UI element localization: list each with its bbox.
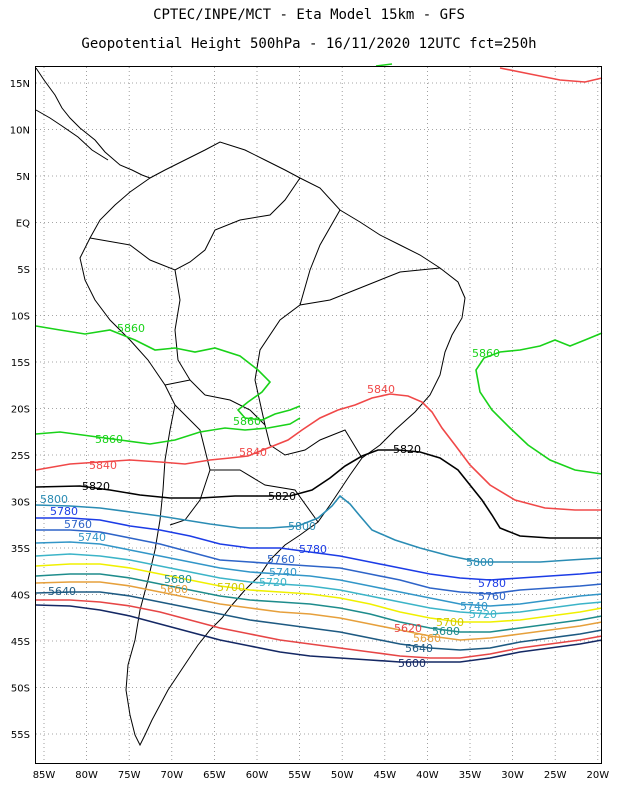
contour-label-5800: 5800 [466,556,494,569]
longitude-label: 85W [33,770,56,781]
map-title: CPTEC/INPE/MCT - Eta Model 15km - GFS [153,7,465,23]
longitude-label: 35W [459,770,482,781]
central-america-coast [35,67,151,179]
contour-layer [35,63,603,663]
contour-label-5700: 5700 [436,616,464,629]
longitude-label: 55W [288,770,311,781]
contour-label-5840: 5840 [367,383,395,396]
contour-label-5860: 5860 [117,322,145,335]
latitude-label: 35S [11,544,30,555]
longitude-label: 25W [544,770,567,781]
latitude-label: 5S [17,265,30,276]
contour-5860-line [475,332,603,475]
latitude-label: EQ [16,219,30,230]
longitude-label: 40W [416,770,439,781]
contour-5840-line [499,67,603,83]
contour-label-5680: 5680 [432,625,460,638]
contour-5680-line [35,573,603,633]
country-borders [89,177,441,526]
contour-5720-line [35,553,603,615]
contour-5860-line [35,417,301,445]
contour-5840-line [35,393,602,511]
contour-label-5860: 5860 [472,347,500,360]
contour-5860-line [35,325,301,421]
contour-label-5700: 5700 [217,581,245,594]
latitude-label: 40S [11,591,30,602]
longitude-label: 70W [160,770,183,781]
contour-label-5800: 5800 [40,493,68,506]
contour-label-5720: 5720 [469,608,497,621]
contour-label-5760: 5760 [478,590,506,603]
latitude-label: 50S [11,684,30,695]
south-america-coast [79,141,466,747]
contour-5860-line [375,63,393,67]
contour-label-layer: 5860 5860 5860 5860 5840 5840 5840 5820 … [40,322,506,670]
latitude-label: 15S [11,358,30,369]
contour-5660-line [35,581,603,641]
contour-5760-line [36,529,603,595]
contour-label-5620: 5620 [394,622,422,635]
contour-label-5660: 5660 [413,632,441,645]
graticule-grid [36,67,601,763]
longitude-label: 50W [331,770,354,781]
contour-label-5780: 5780 [478,577,506,590]
latitude-label: 10N [10,126,30,137]
contour-5600-line [35,604,603,663]
contour-5800-line [35,494,603,563]
longitude-label: 45W [373,770,396,781]
contour-label-5720: 5720 [259,576,287,589]
contour-5700-line [35,563,603,623]
contour-label-5640: 5640 [48,585,76,598]
contour-label-5640: 5640 [405,642,433,655]
contour-label-5820: 5820 [393,443,421,456]
longitude-label: 60W [246,770,269,781]
longitude-label: 75W [118,770,141,781]
contour-label-5820: 5820 [268,490,296,503]
contour-5620-line [36,599,603,659]
latitude-label: 20S [11,405,30,416]
contour-label-5600: 5600 [398,657,426,670]
contour-label-5740: 5740 [269,566,297,579]
contour-5780-line [36,517,603,581]
contour-label-5740: 5740 [78,531,106,544]
contour-label-5840: 5840 [239,446,267,459]
contour-label-5740: 5740 [460,600,488,613]
latitude-label: 15N [10,79,30,90]
latitude-label: 45S [11,637,30,648]
contour-label-5780: 5780 [299,543,327,556]
contour-label-5780: 5780 [50,505,78,518]
contour-label-5680: 5680 [164,573,192,586]
contour-5640-line [35,591,603,651]
latitude-label: 5N [16,172,30,183]
latitude-label: 10S [11,312,30,323]
longitude-label: 30W [501,770,524,781]
contour-label-5660: 5660 [160,583,188,596]
contour-label-5840: 5840 [89,459,117,472]
contour-5820-line [35,449,602,539]
contour-label-5860: 5860 [95,433,123,446]
latitude-labels: 15N 10N 5N EQ 5S 10S 15S 20S 25S 30S 35S 40S 45S 50S 5… [10,79,30,741]
contour-label-5760: 5760 [267,553,295,566]
latitude-label: 30S [11,498,30,509]
contour-label-5760: 5760 [64,518,92,531]
longitude-labels: 85W 80W 75W 70W 65W 60W 55W 50W 45W 40W 35W 30W 25W 2… [33,770,610,781]
contour-label-5860: 5860 [233,415,261,428]
contour-5740-line [35,541,603,607]
contour-label-5800: 5800 [288,520,316,533]
map-subtitle: Geopotential Height 500hPa - 16/11/2020 … [81,36,537,52]
longitude-label: 65W [203,770,226,781]
latitude-label: 25S [11,451,30,462]
coastline-layer [35,67,466,747]
contour-label-5820: 5820 [82,480,110,493]
map-frame [35,66,602,764]
longitude-label: 80W [75,770,98,781]
longitude-label: 20W [586,770,609,781]
latitude-label: 55S [11,730,30,741]
